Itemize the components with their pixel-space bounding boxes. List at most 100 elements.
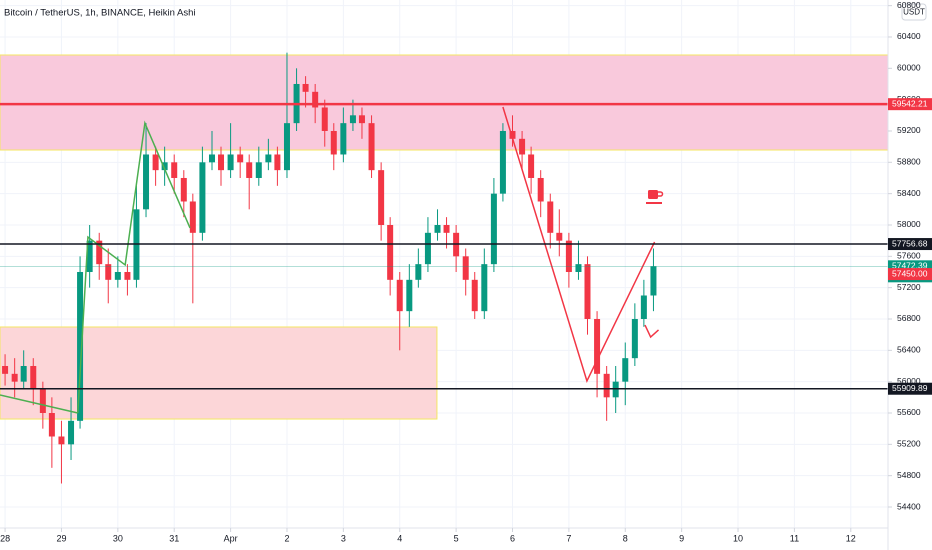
candle-body [603, 373, 610, 398]
candle-body [622, 358, 629, 382]
zone [0, 54, 889, 151]
y-tick-label: 54800 [897, 470, 921, 480]
candle-body [20, 365, 27, 382]
candle-body [274, 154, 281, 171]
x-tick-label: 7 [566, 533, 571, 543]
y-tick-label: 59200 [897, 125, 921, 135]
candle-body [77, 271, 84, 421]
x-tick-label: 3 [341, 533, 346, 543]
candle-body [189, 201, 196, 233]
candle-body [358, 115, 365, 124]
candle-body [565, 240, 572, 272]
y-tick-label: 56000 [897, 376, 921, 386]
x-tick-label: 10 [733, 533, 743, 543]
zone [0, 326, 438, 420]
candle-body [650, 266, 657, 296]
candle-body [312, 91, 319, 108]
x-tick-label: 8 [623, 533, 628, 543]
candle-body [368, 123, 375, 171]
trend-line [644, 324, 660, 339]
candle-body [443, 224, 450, 233]
x-tick-label: 28 [0, 533, 10, 543]
candle-body [11, 373, 18, 382]
candle-body [114, 271, 121, 280]
candle-body [481, 264, 488, 312]
candle-body [640, 295, 647, 319]
candle-body [378, 170, 385, 225]
x-tick-label: 31 [169, 533, 179, 543]
candle-body [584, 264, 591, 319]
price-label-bg [888, 268, 932, 281]
candle-body [462, 256, 469, 280]
candle-body [199, 162, 206, 233]
candle-body [161, 162, 168, 171]
candle-body [321, 107, 328, 131]
trend-line [502, 106, 656, 383]
candle-body [547, 201, 554, 233]
candle-body [283, 123, 290, 171]
candle-body [330, 130, 337, 155]
y-tick-label: 55600 [897, 407, 921, 417]
trend-line [77, 120, 191, 414]
y-tick-label: 56400 [897, 345, 921, 355]
price-label: 59542.21 [892, 98, 928, 108]
x-tick-label: 12 [846, 533, 856, 543]
candle-body [396, 279, 403, 312]
candle-body [415, 264, 422, 280]
candle-body [180, 177, 187, 202]
candle-body [424, 232, 431, 265]
candle-body [218, 154, 225, 171]
y-tick-label: 57600 [897, 251, 921, 261]
y-tick-label: 60400 [897, 31, 921, 41]
x-tick-label: 5 [454, 533, 459, 543]
coffee-icon [646, 190, 664, 204]
candle-body [631, 318, 638, 359]
y-tick-label: 60800 [897, 0, 921, 10]
candle-body [556, 232, 563, 241]
x-tick-label: 30 [113, 533, 123, 543]
currency-box[interactable] [901, 3, 927, 21]
price-label-bg [888, 98, 932, 111]
x-tick-label: 9 [679, 533, 684, 543]
candle-body [255, 162, 262, 178]
y-tick-label: 57200 [897, 282, 921, 292]
price-label: 57472.39 [892, 261, 928, 271]
trend-line [0, 394, 78, 414]
candle-body [387, 224, 394, 280]
candle-body [575, 264, 582, 272]
candle-body [471, 279, 478, 312]
drawings [0, 102, 888, 414]
candle-body [171, 162, 178, 178]
price-label-bg [888, 238, 932, 251]
candle-body [237, 154, 244, 163]
candle-body [246, 162, 253, 178]
y-tick-label: 60000 [897, 63, 921, 73]
candle-body [509, 130, 516, 139]
candle-body [594, 318, 601, 374]
candle-body [208, 154, 215, 163]
candle-body [499, 130, 506, 194]
candle-body [490, 193, 497, 265]
candle-body [265, 154, 272, 163]
candle-body [537, 177, 544, 202]
candle-body [105, 264, 112, 280]
candle-body [227, 154, 234, 171]
candles [2, 52, 657, 484]
candle-body [349, 115, 356, 124]
price-label-bg [888, 382, 932, 395]
candle-body [68, 420, 75, 445]
currency: USDT [903, 8, 925, 17]
candle-body [434, 224, 441, 233]
y-tick-label: 54400 [897, 501, 921, 511]
x-tick-label: 11 [790, 533, 799, 543]
y-tick-label: 55200 [897, 439, 921, 449]
candle-body [124, 271, 131, 280]
zones [0, 54, 889, 420]
x-tick-label: Apr [224, 533, 238, 543]
price-label: 57756.68 [892, 238, 928, 248]
y-tick-label: 58000 [897, 219, 921, 229]
candle-body [519, 138, 526, 155]
candle-body [30, 365, 37, 390]
